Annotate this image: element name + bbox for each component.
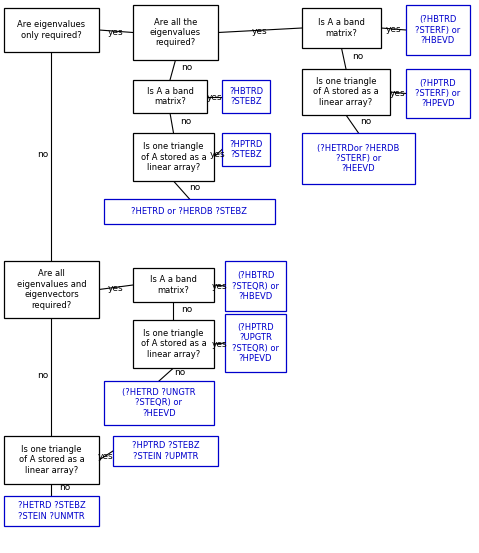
Text: Are all the
eigenvalues
required?: Are all the eigenvalues required? (150, 18, 201, 48)
Text: no: no (59, 483, 71, 493)
FancyBboxPatch shape (406, 69, 470, 118)
Text: yes: yes (210, 150, 226, 159)
Text: no: no (37, 371, 49, 379)
Text: no: no (360, 117, 372, 127)
Text: Is one triangle
of A stored as a
linear array?: Is one triangle of A stored as a linear … (19, 445, 84, 475)
Text: (?HETRD ?UNGTR
?STEQR) or
?HEEVD: (?HETRD ?UNGTR ?STEQR) or ?HEEVD (122, 388, 196, 418)
FancyBboxPatch shape (133, 133, 214, 181)
Text: (?HETRDor ?HERDB
?STERF) or
?HEEVD: (?HETRDor ?HERDB ?STERF) or ?HEEVD (317, 144, 399, 174)
Text: ?HETRD ?STEBZ
?STEIN ?UNMTR: ?HETRD ?STEBZ ?STEIN ?UNMTR (18, 502, 85, 521)
Text: no: no (181, 64, 192, 72)
Text: (?HPTRD
?STERF) or
?HPEVD: (?HPTRD ?STERF) or ?HPEVD (415, 79, 461, 108)
Text: no: no (37, 150, 49, 159)
FancyBboxPatch shape (302, 69, 390, 115)
FancyBboxPatch shape (302, 8, 381, 48)
FancyBboxPatch shape (104, 381, 214, 425)
FancyBboxPatch shape (225, 314, 286, 372)
Text: yes: yes (212, 340, 228, 349)
Text: Is A a band
matrix?: Is A a band matrix? (147, 87, 194, 106)
FancyBboxPatch shape (225, 261, 286, 311)
Text: yes: yes (212, 282, 228, 291)
Text: yes: yes (108, 284, 124, 293)
FancyBboxPatch shape (133, 5, 218, 60)
FancyBboxPatch shape (302, 133, 415, 184)
FancyBboxPatch shape (222, 80, 270, 113)
FancyBboxPatch shape (104, 199, 275, 224)
FancyBboxPatch shape (4, 436, 99, 484)
FancyBboxPatch shape (4, 261, 99, 318)
Text: yes: yes (252, 27, 268, 36)
Text: (?HPTRD
?UPGTR
?STEQR) or
?HPEVD: (?HPTRD ?UPGTR ?STEQR) or ?HPEVD (232, 323, 279, 363)
FancyBboxPatch shape (4, 8, 99, 52)
Text: (?HBTRD
?STERF) or
?HBEVD: (?HBTRD ?STERF) or ?HBEVD (415, 15, 461, 45)
Text: ?HETRD or ?HERDB ?STEBZ: ?HETRD or ?HERDB ?STEBZ (132, 207, 248, 216)
Text: no: no (174, 368, 185, 377)
FancyBboxPatch shape (113, 436, 218, 466)
Text: no: no (352, 52, 363, 61)
Text: ?HPTRD ?STEBZ
?STEIN ?UPMTR: ?HPTRD ?STEBZ ?STEIN ?UPMTR (132, 441, 199, 461)
Text: yes: yes (390, 89, 406, 98)
Text: Are eigenvalues
only required?: Are eigenvalues only required? (17, 20, 86, 40)
Text: Is one triangle
of A stored as a
linear array?: Is one triangle of A stored as a linear … (141, 329, 206, 359)
Text: no: no (190, 184, 201, 192)
Text: Is A a band
matrix?: Is A a band matrix? (150, 275, 197, 295)
Text: Are all
eigenvalues and
eigenvectors
required?: Are all eigenvalues and eigenvectors req… (17, 269, 86, 310)
FancyBboxPatch shape (133, 320, 214, 368)
Text: Is one triangle
of A stored as a
linear array?: Is one triangle of A stored as a linear … (313, 77, 379, 107)
Text: ?HBTRD
?STEBZ: ?HBTRD ?STEBZ (229, 87, 263, 106)
Text: yes: yes (98, 452, 114, 461)
Text: Is one triangle
of A stored as a
linear array?: Is one triangle of A stored as a linear … (141, 142, 206, 172)
Text: yes: yes (386, 25, 401, 34)
Text: no: no (182, 305, 193, 314)
Text: Is A a band
matrix?: Is A a band matrix? (318, 18, 365, 38)
FancyBboxPatch shape (222, 133, 270, 166)
Text: yes: yes (206, 93, 222, 102)
Text: ?HPTRD
?STEBZ: ?HPTRD ?STEBZ (229, 140, 262, 159)
FancyBboxPatch shape (133, 80, 207, 113)
Text: no: no (180, 117, 191, 126)
FancyBboxPatch shape (4, 496, 99, 526)
FancyBboxPatch shape (406, 5, 470, 55)
FancyBboxPatch shape (133, 268, 214, 302)
Text: (?HBTRD
?STEQR) or
?HBEVD: (?HBTRD ?STEQR) or ?HBEVD (232, 271, 279, 301)
Text: yes: yes (108, 28, 124, 36)
